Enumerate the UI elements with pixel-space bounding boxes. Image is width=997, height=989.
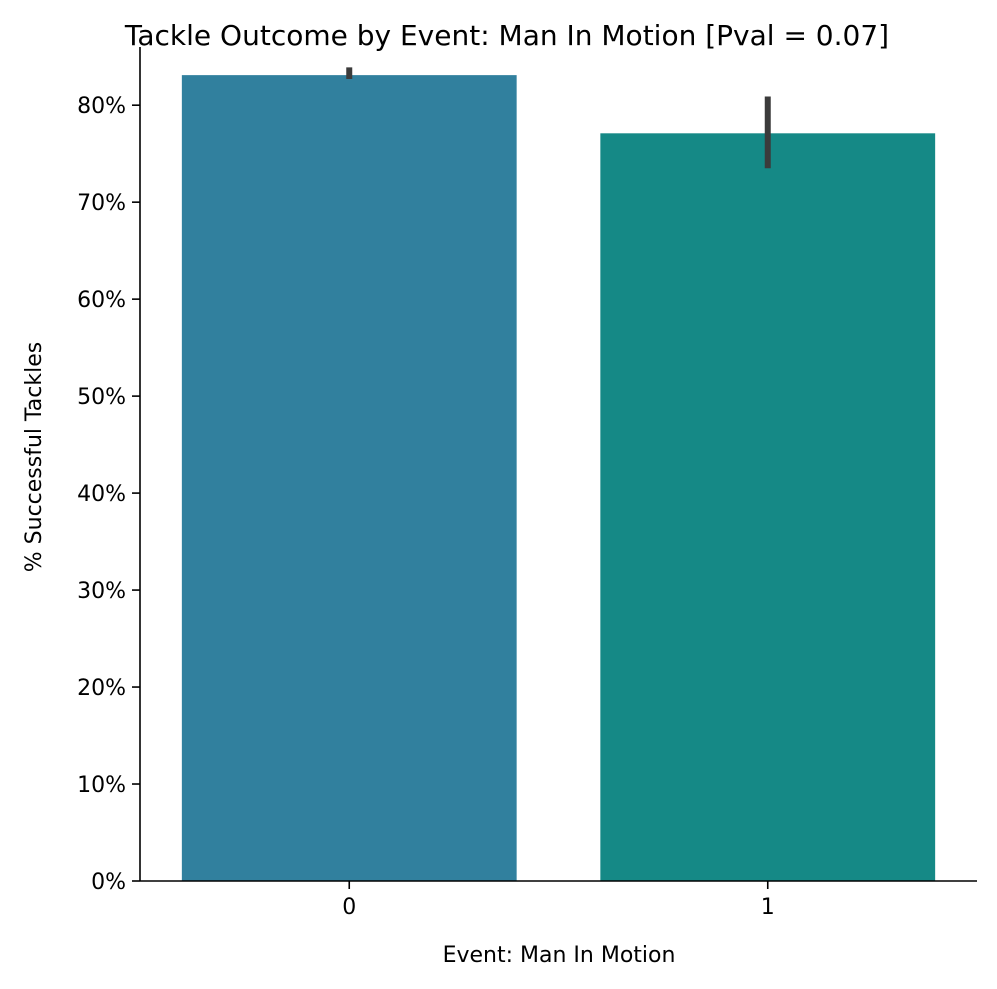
y-tick-label-50: 50% xyxy=(77,385,126,410)
bars-layer xyxy=(181,75,936,882)
error-bars-layer xyxy=(346,67,771,169)
chart-title: Tackle Outcome by Event: Man In Motion [… xyxy=(124,19,889,52)
y-tick-label-80: 80% xyxy=(77,94,126,119)
x-axis-title: Event: Man In Motion xyxy=(443,943,676,968)
y-tick-label-10: 10% xyxy=(77,773,126,798)
y-tick-label-60: 60% xyxy=(77,288,126,313)
y-tick-label-40: 40% xyxy=(77,482,126,507)
x-tick-label-1: 1 xyxy=(761,895,775,920)
x-tick-label-0: 0 xyxy=(342,895,356,920)
y-tick-label-30: 30% xyxy=(77,579,126,604)
y-ticks: 0% 10% 20% 30% 40% 50% 60% 70% 80% xyxy=(77,94,140,895)
bar-0 xyxy=(181,75,517,882)
y-tick-label-0: 0% xyxy=(91,870,126,895)
y-tick-label-70: 70% xyxy=(77,191,126,216)
y-tick-label-20: 20% xyxy=(77,676,126,701)
y-axis-title: % Successful Tackles xyxy=(22,342,47,572)
bar-1 xyxy=(600,133,936,881)
